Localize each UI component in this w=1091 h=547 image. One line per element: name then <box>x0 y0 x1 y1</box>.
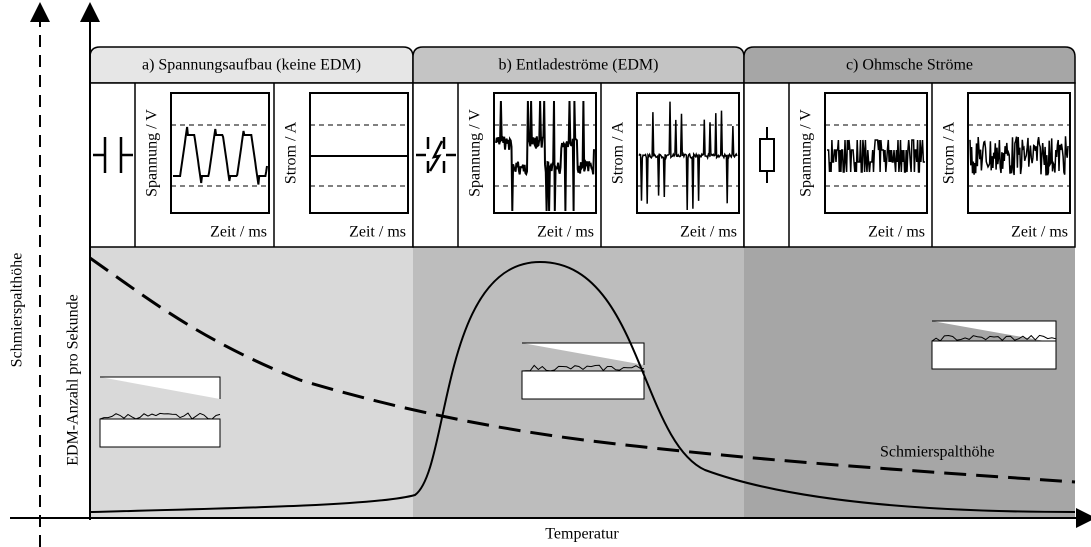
spark-icon <box>416 137 456 173</box>
plot-box <box>170 92 270 214</box>
resistor-icon <box>759 138 775 172</box>
inner-y-label: EDM-Anzahl pro Sekunde <box>65 294 82 466</box>
surface-bottom <box>99 418 221 448</box>
gap-height-curve <box>89 256 1076 484</box>
surface-top <box>522 342 645 365</box>
x-axis-label: Temperatur <box>545 526 619 543</box>
x-label: Zeit / ms <box>868 224 925 241</box>
surface-bottom <box>931 340 1057 370</box>
section-header <box>743 46 1076 84</box>
capacitor-icon <box>93 137 133 173</box>
y-label: Strom / A <box>610 121 627 184</box>
y-label: Strom / A <box>941 121 958 184</box>
section-title: a) Spannungsaufbau (keine EDM) <box>142 57 361 74</box>
edm-count-curve <box>89 260 1076 513</box>
x-label: Zeit / ms <box>210 224 267 241</box>
signal <box>173 126 268 185</box>
surface-edge <box>99 412 221 420</box>
surface-edge <box>521 364 645 372</box>
x-label: Zeit / ms <box>1011 224 1068 241</box>
signal <box>495 100 595 212</box>
y-label: Spannung / V <box>798 109 815 197</box>
signal <box>827 139 925 173</box>
outer-y-label: Schmierspalthöhe <box>9 253 26 368</box>
signal <box>638 101 738 211</box>
section-title: c) Ohmsche Ströme <box>846 57 973 74</box>
x-label: Zeit / ms <box>349 224 406 241</box>
y-label: Strom / A <box>283 121 300 184</box>
curve-label: Schmierspalthöhe <box>880 444 995 461</box>
region-c <box>744 247 1075 518</box>
plot-box <box>309 92 409 214</box>
surface-bottom <box>521 370 645 400</box>
surface-top <box>100 376 221 399</box>
signal <box>969 136 1069 176</box>
section-title: b) Entladeströme (EDM) <box>499 57 659 74</box>
y-label: Spannung / V <box>467 109 484 197</box>
x-label: Zeit / ms <box>537 224 594 241</box>
y-label: Spannung / V <box>144 109 161 197</box>
x-label: Zeit / ms <box>680 224 737 241</box>
surface-edge <box>931 334 1057 342</box>
